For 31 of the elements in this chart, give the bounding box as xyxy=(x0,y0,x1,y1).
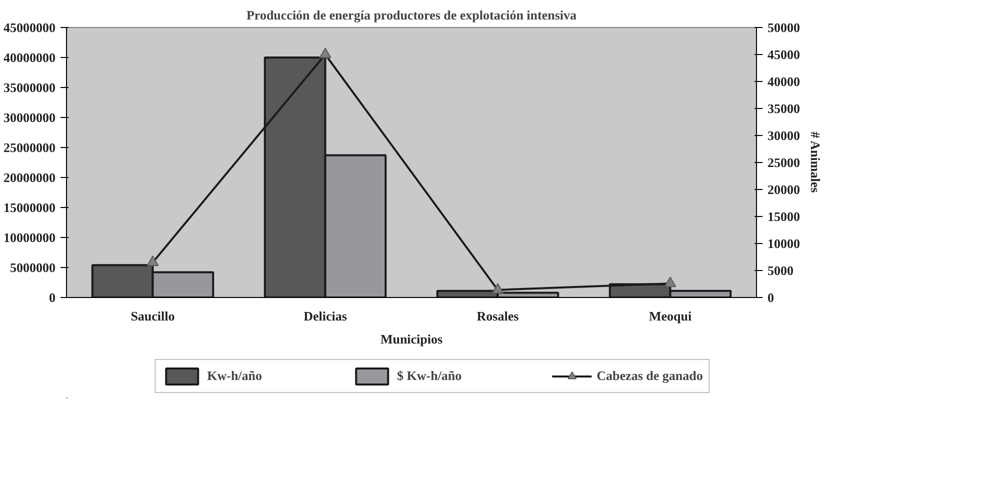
y-tick-label: 15000000 xyxy=(4,200,56,215)
y-tick-label: 35000000 xyxy=(4,80,56,95)
y-tick-label: 45000000 xyxy=(4,20,56,35)
y2-tick-label: 15000 xyxy=(768,209,800,224)
y2-tick-label: 35000 xyxy=(768,101,800,116)
x-tick-label: Delicias xyxy=(304,308,347,324)
y-tick-label: 5000000 xyxy=(10,260,56,275)
y2-tick-label: 30000 xyxy=(768,128,800,143)
legend-label: Cabezas de ganado xyxy=(596,368,703,384)
y2-tick-label: 45000 xyxy=(768,47,800,62)
chart-title: Producción de energía productores de explotación intensiva xyxy=(246,8,578,22)
y-tick-label: 30000000 xyxy=(4,110,56,125)
y2-tick-label: 25000 xyxy=(768,155,800,170)
x-tick-label: Rosales xyxy=(476,308,519,324)
y-tick-label: 20000000 xyxy=(4,170,56,185)
y2-tick-label: 20000 xyxy=(768,182,800,197)
x-tick-label: Meoqui xyxy=(648,308,692,324)
y2-tick-label: 5000 xyxy=(768,263,794,278)
x-tick-label: Saucillo xyxy=(130,308,175,324)
y2-tick-label: 0 xyxy=(768,290,774,305)
y2-tick-label: 40000 xyxy=(768,74,800,89)
x-axis-title: Municipios xyxy=(380,332,443,346)
y2-axis-title: # Animales xyxy=(808,132,823,193)
y2-tick-label: 10000 xyxy=(768,236,800,251)
legend-label: $ Kw-h/año xyxy=(397,368,462,384)
y-tick-label: 25000000 xyxy=(4,140,56,155)
y2-tick-label: 50000 xyxy=(768,20,800,35)
y-tick-label: 0 xyxy=(49,290,56,305)
legend-label: Kw-h/año xyxy=(207,368,262,384)
y-tick-label: 40000000 xyxy=(4,50,56,65)
y-tick-label: 10000000 xyxy=(4,230,56,245)
